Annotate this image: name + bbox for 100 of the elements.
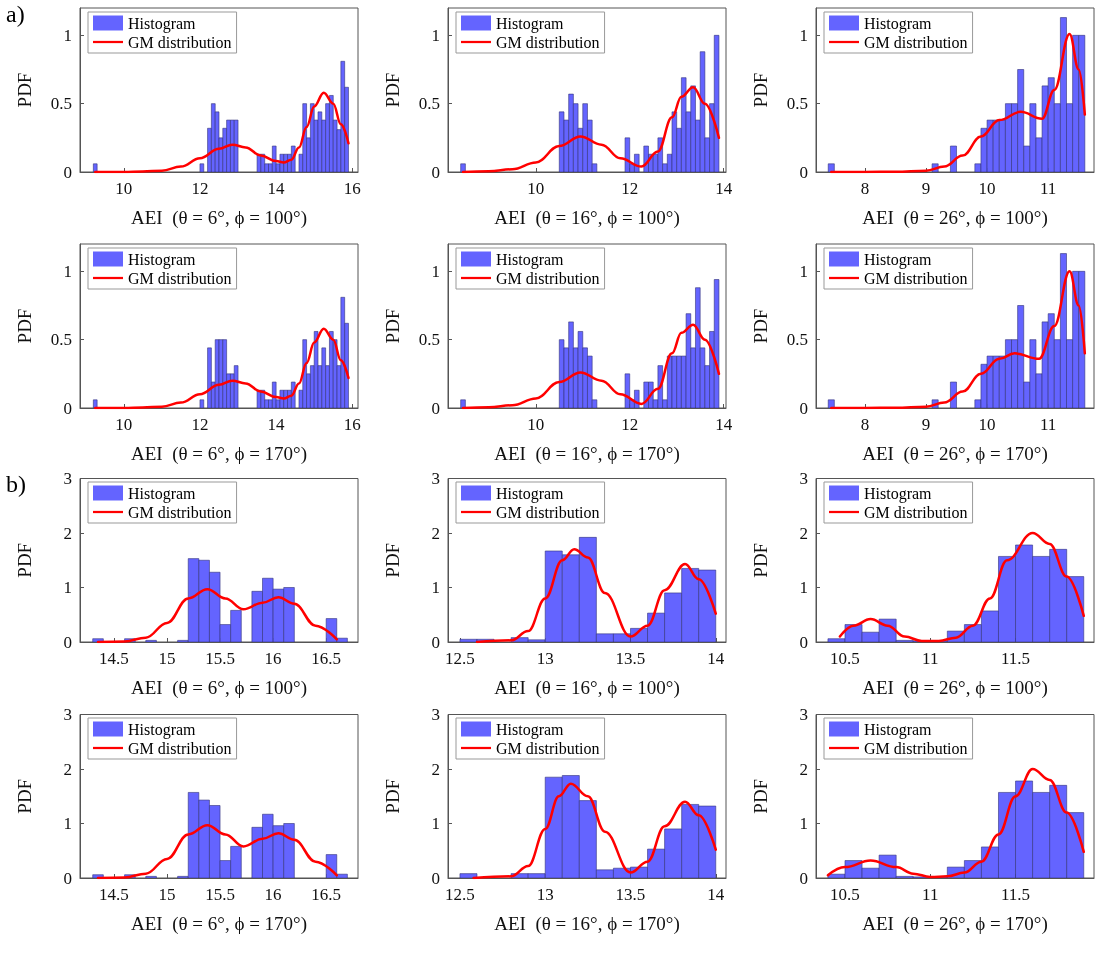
x-tick-label: 11 bbox=[922, 885, 939, 904]
text: b) bbox=[6, 471, 26, 497]
x-tick-label: 10.5 bbox=[830, 885, 860, 904]
y-tick-label: 1 bbox=[799, 814, 808, 833]
y-tick-label: 1 bbox=[799, 25, 808, 45]
x-tick-label: 15 bbox=[158, 649, 176, 668]
legend-label: GM distribution bbox=[128, 33, 232, 51]
legend-label: GM distribution bbox=[496, 33, 600, 51]
x-tick-label: 13 bbox=[536, 885, 554, 904]
y-tick-label: 0 bbox=[799, 632, 808, 652]
y-tick-label: 0 bbox=[799, 868, 808, 888]
x-tick-label: 10 bbox=[527, 179, 545, 198]
y-tick-label: 0 bbox=[431, 632, 440, 652]
legend-label: Histogram bbox=[864, 720, 933, 739]
x-tick-label: 14 bbox=[707, 885, 725, 904]
x-tick-label: 12 bbox=[191, 415, 209, 434]
x-tick-label: 9 bbox=[921, 179, 931, 198]
legend-label: Histogram bbox=[864, 484, 933, 503]
y-tick-label: 0 bbox=[63, 398, 72, 418]
y-tick-label: 1 bbox=[63, 814, 72, 833]
x-tick-label: 16 bbox=[343, 179, 361, 198]
y-tick-label: 0 bbox=[799, 398, 808, 418]
x-tick-label: 12 bbox=[621, 179, 639, 198]
y-tick-label: 0 bbox=[63, 632, 72, 652]
legend-label: GM distribution bbox=[128, 503, 232, 521]
x-tick-label: 8 bbox=[860, 179, 870, 198]
x-tick-label: 15.5 bbox=[205, 649, 235, 668]
y-tick-label: 0 bbox=[431, 868, 440, 888]
x-axis-title: AEI (θ = 16°, ϕ = 170°) bbox=[494, 913, 680, 935]
x-tick-label: 8 bbox=[860, 415, 870, 434]
y-axis-title: PDF bbox=[382, 778, 403, 814]
x-axis-title: AEI (θ = 6°, ϕ = 170°) bbox=[130, 913, 308, 935]
x-tick-label: 14 bbox=[707, 649, 725, 668]
x-tick-label: 14 bbox=[267, 179, 286, 198]
x-tick-label: 14 bbox=[715, 415, 733, 434]
legend-label: Histogram bbox=[128, 720, 197, 739]
y-tick-label: 3 bbox=[63, 705, 72, 724]
x-tick-label: 10 bbox=[978, 415, 996, 434]
legend-label: Histogram bbox=[128, 484, 197, 503]
x-tick-label: 16.5 bbox=[311, 885, 342, 904]
x-tick-label: 12.5 bbox=[445, 885, 475, 904]
y-tick-label: 1 bbox=[431, 261, 440, 281]
y-tick-label: 2 bbox=[799, 759, 808, 779]
x-tick-label: 14 bbox=[715, 179, 733, 198]
legend-label: GM distribution bbox=[496, 269, 600, 287]
x-tick-label: 14 bbox=[267, 415, 286, 434]
x-tick-label: 10.5 bbox=[830, 649, 860, 668]
x-tick-label: 10 bbox=[978, 179, 996, 198]
y-tick-label: 2 bbox=[431, 523, 440, 543]
y-tick-label: 3 bbox=[799, 705, 808, 724]
x-tick-label: 16 bbox=[264, 885, 282, 904]
x-axis-title: AEI (θ = 6°, ϕ = 100°) bbox=[130, 207, 308, 229]
legend-label: Histogram bbox=[864, 14, 933, 33]
x-tick-label: 11.5 bbox=[1000, 649, 1031, 668]
y-tick-label: 3 bbox=[431, 469, 440, 488]
y-tick-label: 1 bbox=[63, 25, 72, 45]
x-tick-label: 13.5 bbox=[615, 649, 646, 668]
y-tick-label: 0 bbox=[431, 398, 440, 418]
x-tick-label: 16.5 bbox=[311, 649, 342, 668]
legend-label: Histogram bbox=[864, 250, 933, 269]
y-tick-label: 1 bbox=[431, 25, 440, 45]
x-tick-label: 15.5 bbox=[205, 885, 235, 904]
x-tick-label: 16 bbox=[343, 415, 361, 434]
y-axis-title: PDF bbox=[750, 542, 771, 578]
x-tick-label: 12.5 bbox=[445, 649, 475, 668]
legend-label: GM distribution bbox=[496, 503, 600, 521]
x-axis-title: AEI (θ = 26°, ϕ = 170°) bbox=[862, 913, 1048, 935]
legend-label: GM distribution bbox=[496, 739, 600, 757]
y-tick-label: 1 bbox=[63, 261, 72, 281]
y-tick-label: 3 bbox=[431, 705, 440, 724]
legend-label: GM distribution bbox=[864, 739, 968, 757]
y-tick-label: 0.5 bbox=[50, 94, 72, 114]
y-tick-label: 3 bbox=[799, 469, 808, 488]
legend-label: Histogram bbox=[496, 250, 565, 269]
y-tick-label: 1 bbox=[799, 261, 808, 281]
y-tick-label: 1 bbox=[63, 578, 72, 597]
y-axis-title: PDF bbox=[14, 72, 35, 108]
x-tick-label: 11 bbox=[1039, 179, 1057, 198]
y-tick-label: 2 bbox=[63, 523, 72, 543]
y-axis-title: PDF bbox=[750, 778, 771, 814]
y-tick-label: 0.5 bbox=[50, 330, 72, 350]
y-tick-label: 2 bbox=[799, 523, 808, 543]
x-axis-title: AEI (θ = 16°, ϕ = 170°) bbox=[494, 443, 680, 465]
x-tick-label: 9 bbox=[921, 415, 931, 434]
y-tick-label: 0 bbox=[63, 868, 72, 888]
x-tick-label: 13.5 bbox=[615, 885, 646, 904]
y-tick-label: 0 bbox=[799, 162, 808, 182]
x-axis-title: AEI (θ = 26°, ϕ = 100°) bbox=[862, 677, 1048, 699]
x-axis-title: AEI (θ = 6°, ϕ = 170°) bbox=[130, 443, 308, 465]
y-tick-label: 2 bbox=[63, 759, 72, 779]
y-tick-label: 1 bbox=[799, 578, 808, 597]
y-tick-label: 2 bbox=[431, 759, 440, 779]
text: a) bbox=[6, 1, 25, 27]
x-tick-label: 11 bbox=[1039, 415, 1057, 434]
x-tick-label: 10 bbox=[115, 415, 133, 434]
y-axis-title: PDF bbox=[382, 72, 403, 108]
y-tick-label: 0 bbox=[63, 162, 72, 182]
x-tick-label: 13 bbox=[536, 649, 554, 668]
y-tick-label: 3 bbox=[63, 469, 72, 488]
x-tick-label: 11 bbox=[922, 649, 939, 668]
